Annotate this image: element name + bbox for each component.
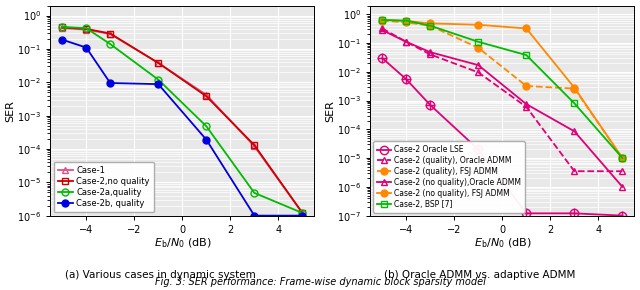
Case-2 (quality), FSJ ADMM bbox=[474, 46, 482, 50]
Case-2b, quality bbox=[154, 82, 162, 86]
Case-2 (no quality), FSJ ADMM bbox=[474, 23, 482, 26]
Case-2,no quality bbox=[58, 26, 66, 29]
Case-2 (no quality),Oracle ADMM bbox=[474, 64, 482, 67]
Text: (b) Oracle ADMM vs. adaptive ADMM: (b) Oracle ADMM vs. adaptive ADMM bbox=[384, 270, 576, 280]
Line: Case-2,no quality: Case-2,no quality bbox=[59, 24, 306, 216]
Case-1 bbox=[202, 93, 210, 97]
X-axis label: $E_{\rm b}/N_0$ (dB): $E_{\rm b}/N_0$ (dB) bbox=[154, 236, 211, 250]
Case-2,no quality bbox=[154, 61, 162, 65]
Case-1 bbox=[154, 61, 162, 65]
Case-2 (no quality), FSJ ADMM bbox=[570, 86, 578, 89]
Case-2,no quality bbox=[106, 32, 114, 35]
Line: Case-1: Case-1 bbox=[59, 25, 306, 216]
Case-2a,quality bbox=[250, 191, 258, 195]
Case-2 (quality), FSJ ADMM bbox=[522, 84, 530, 88]
Case-2 Oracle LSE bbox=[426, 103, 434, 107]
Case-2,no quality bbox=[83, 27, 90, 31]
Case-2 (no quality),Oracle ADMM bbox=[570, 130, 578, 133]
Case-2b, quality bbox=[202, 138, 210, 142]
Case-2 Oracle LSE bbox=[378, 56, 386, 60]
Case-2b, quality bbox=[106, 81, 114, 85]
Case-1 bbox=[106, 32, 114, 36]
Case-2 (quality), FSJ ADMM bbox=[426, 24, 434, 28]
Case-2 (quality), Oracle ADMM bbox=[378, 27, 386, 30]
Case-2 (quality), FSJ ADMM bbox=[619, 156, 627, 160]
Case-2 Oracle LSE bbox=[403, 77, 410, 81]
Case-2 (quality), Oracle ADMM bbox=[474, 71, 482, 74]
Case-2 (quality), Oracle ADMM bbox=[426, 53, 434, 56]
Y-axis label: SER: SER bbox=[6, 100, 15, 122]
Line: Case-2 (quality), Oracle ADMM: Case-2 (quality), Oracle ADMM bbox=[379, 25, 626, 175]
Case-2 (no quality), FSJ ADMM bbox=[426, 22, 434, 25]
Line: Case-2 (no quality), FSJ ADMM: Case-2 (no quality), FSJ ADMM bbox=[379, 17, 626, 162]
Case-2a,quality bbox=[202, 124, 210, 128]
Case-2b, quality bbox=[58, 38, 66, 41]
Case-2,no quality bbox=[250, 144, 258, 147]
Case-2 (no quality),Oracle ADMM bbox=[522, 102, 530, 106]
Case-2 Oracle LSE bbox=[474, 148, 482, 151]
Case-2 (no quality), FSJ ADMM bbox=[619, 156, 627, 160]
Case-2 Oracle LSE bbox=[619, 214, 627, 218]
Case-1 bbox=[250, 145, 258, 148]
Legend: Case-1, Case-2,no quality, Case-2a,quality, Case-2b, quality: Case-1, Case-2,no quality, Case-2a,quali… bbox=[54, 162, 154, 212]
Case-2 (quality), Oracle ADMM bbox=[522, 105, 530, 109]
Case-2 (no quality), FSJ ADMM bbox=[378, 18, 386, 22]
Case-2b, quality bbox=[250, 214, 258, 218]
Case-2 (quality), Oracle ADMM bbox=[619, 169, 627, 173]
Case-2a,quality bbox=[83, 26, 90, 30]
Case-2 (no quality),Oracle ADMM bbox=[403, 40, 410, 44]
Case-2 (quality), Oracle ADMM bbox=[403, 40, 410, 44]
Line: Case-2 (no quality),Oracle ADMM: Case-2 (no quality),Oracle ADMM bbox=[379, 27, 626, 190]
Case-2 (quality), Oracle ADMM bbox=[570, 169, 578, 173]
Case-2, BSP [7] bbox=[522, 53, 530, 57]
Case-2b, quality bbox=[83, 46, 90, 49]
Case-2a,quality bbox=[58, 25, 66, 29]
Case-2, BSP [7] bbox=[426, 24, 434, 28]
Case-2, BSP [7] bbox=[619, 156, 627, 160]
Case-2, BSP [7] bbox=[570, 102, 578, 105]
Case-2b, quality bbox=[299, 214, 307, 218]
Case-2,no quality bbox=[202, 95, 210, 98]
Case-2a,quality bbox=[299, 211, 307, 215]
Line: Case-2, BSP [7]: Case-2, BSP [7] bbox=[379, 17, 626, 162]
Legend: Case-2 Oracle LSE, Case-2 (quality), Oracle ADMM, Case-2 (quality), FSJ ADMM, Ca: Case-2 Oracle LSE, Case-2 (quality), Ora… bbox=[373, 142, 525, 213]
Case-2a,quality bbox=[106, 42, 114, 46]
Case-1 bbox=[58, 26, 66, 30]
Case-2 (no quality), FSJ ADMM bbox=[403, 19, 410, 23]
Case-1 bbox=[83, 28, 90, 31]
Case-2 (no quality), FSJ ADMM bbox=[522, 27, 530, 30]
Line: Case-2b, quality: Case-2b, quality bbox=[59, 36, 306, 219]
Case-2a,quality bbox=[154, 78, 162, 81]
Line: Case-2 (quality), FSJ ADMM: Case-2 (quality), FSJ ADMM bbox=[379, 17, 626, 162]
Case-2, BSP [7] bbox=[403, 19, 410, 22]
Line: Case-2 Oracle LSE: Case-2 Oracle LSE bbox=[378, 54, 627, 220]
Case-1 bbox=[299, 211, 307, 215]
Case-2 (no quality),Oracle ADMM bbox=[426, 50, 434, 54]
Case-2 (quality), FSJ ADMM bbox=[570, 87, 578, 90]
Case-2 (no quality),Oracle ADMM bbox=[378, 28, 386, 32]
Case-2 Oracle LSE bbox=[522, 212, 530, 215]
Case-2 (quality), FSJ ADMM bbox=[378, 19, 386, 22]
Text: Fig. 3: SER performance: Frame-wise dynamic block sparsity model: Fig. 3: SER performance: Frame-wise dyna… bbox=[155, 277, 485, 287]
Line: Case-2a,quality: Case-2a,quality bbox=[59, 23, 306, 216]
Y-axis label: SER: SER bbox=[326, 100, 335, 122]
Case-2 (no quality),Oracle ADMM bbox=[619, 185, 627, 188]
Case-2, BSP [7] bbox=[378, 18, 386, 22]
Text: (a) Various cases in dynamic system: (a) Various cases in dynamic system bbox=[65, 270, 255, 280]
Case-2 (quality), FSJ ADMM bbox=[403, 21, 410, 24]
Case-2,no quality bbox=[299, 211, 307, 215]
Case-2, BSP [7] bbox=[474, 40, 482, 44]
X-axis label: $E_{\rm b}/N_0$ (dB): $E_{\rm b}/N_0$ (dB) bbox=[474, 236, 531, 250]
Case-2 Oracle LSE bbox=[570, 212, 578, 215]
